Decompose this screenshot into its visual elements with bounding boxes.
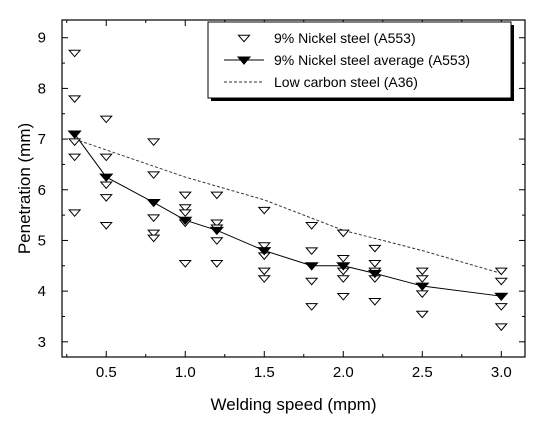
nickel-steel-point	[99, 194, 113, 202]
nickel-steel-point	[305, 247, 319, 256]
nickel-steel-point	[305, 222, 319, 230]
nickel-steel-point	[178, 260, 192, 268]
legend-label-nickel-steel-average: 9% Nickel steel average (A553)	[274, 52, 470, 68]
legend-marker-nickel-steel-average	[236, 56, 252, 65]
nickel-steel-point	[368, 260, 382, 268]
nickel-steel-point	[178, 209, 192, 218]
nickel-steel-average-point	[257, 247, 272, 256]
nickel-steel-point	[147, 171, 161, 180]
nickel-steel-point	[494, 323, 508, 332]
nickel-steel-point	[415, 310, 429, 319]
legend-label-low-carbon-steel: Low carbon steel (A36)	[274, 74, 418, 90]
nickel-steel-point	[178, 191, 192, 200]
nickel-steel-average-point	[146, 198, 161, 208]
nickel-steel-point	[336, 254, 350, 263]
nickel-steel-point	[68, 95, 82, 104]
nickel-steel-point	[99, 115, 113, 124]
y-tick-label: 9	[38, 30, 46, 47]
nickel-steel-point	[336, 229, 350, 238]
nickel-steel-point	[147, 234, 161, 243]
nickel-steel-point	[99, 181, 113, 190]
axes: 0.5 1.0 1.5 2.0 2.5 3.0 3 4 5 6 7 8 9 Welding speed (…	[15, 19, 526, 414]
nickel-steel-point	[68, 138, 82, 147]
nickel-steel-average-point	[67, 130, 82, 139]
nickel-steel-average-point	[494, 292, 509, 302]
nickel-steel-point	[336, 275, 350, 283]
nickel-steel-average-point	[209, 226, 224, 236]
y-tick-label: 4	[38, 283, 46, 300]
nickel-steel-point	[305, 277, 319, 286]
nickel-steel-point	[99, 222, 113, 230]
nickel-steel-point	[257, 242, 271, 250]
nickel-steel-point	[336, 292, 350, 301]
nickel-steel-point	[494, 267, 508, 276]
nickel-steel-point	[368, 298, 382, 306]
nickel-steel-point	[305, 303, 319, 311]
nickel-steel-point	[257, 275, 271, 283]
nickel-steel-point	[210, 219, 224, 228]
nickel-steel-point	[68, 153, 82, 162]
nickel-steel-point	[147, 214, 161, 223]
nickel-steel-point	[178, 204, 192, 212]
x-tick-label: 2.0	[333, 364, 354, 381]
nickel-steel-point	[415, 290, 429, 299]
nickel-steel-point	[494, 303, 508, 311]
y-tick-label: 5	[38, 232, 46, 249]
y-tick-label: 7	[38, 131, 46, 148]
nickel-steel-point	[147, 138, 161, 147]
x-tick-label: 1.5	[254, 364, 275, 381]
low-carbon-steel-line	[74, 138, 502, 274]
nickel-steel-average-line	[74, 133, 502, 297]
nickel-steel-point	[147, 229, 161, 238]
x-tick-label: 1.0	[175, 364, 196, 381]
y-tick-label: 3	[38, 334, 46, 351]
nickel-steel-average-point	[367, 269, 382, 279]
legend-label-nickel-steel: 9% Nickel steel (A553)	[274, 30, 416, 46]
nickel-steel-point	[210, 260, 224, 268]
x-tick-label: 3.0	[491, 364, 512, 381]
nickel-steel-point	[494, 277, 508, 286]
nickel-steel-point	[99, 153, 113, 162]
nickel-steel-point	[210, 191, 224, 200]
x-tick-label: 0.5	[96, 364, 117, 381]
y-tick-label: 8	[38, 80, 46, 97]
nickel-steel-point	[257, 267, 271, 276]
nickel-steel-point	[68, 49, 82, 58]
legend-marker-nickel-steel	[237, 34, 251, 43]
nickel-steel-point	[368, 244, 382, 253]
nickel-steel-point	[257, 206, 271, 215]
y-axis-label: Penetration (mm)	[15, 123, 34, 254]
nickel-steel-average-point	[178, 216, 193, 225]
legend: 9% Nickel steel (A553) 9% Nickel steel av…	[207, 21, 514, 101]
nickel-steel-point	[415, 275, 429, 283]
nickel-steel-point	[68, 209, 82, 218]
plot-frame	[61, 19, 526, 358]
nickel-steel-average-point	[304, 262, 319, 271]
nickel-steel-average-point	[336, 262, 351, 271]
y-tick-label: 6	[38, 182, 46, 199]
nickel-steel-average-point	[415, 282, 430, 291]
nickel-steel-point	[415, 267, 429, 276]
nickel-steel-point	[210, 237, 224, 245]
plot-area	[67, 49, 509, 332]
x-tick-label: 2.5	[412, 364, 433, 381]
nickel-steel-average-point	[99, 173, 114, 182]
x-axis-label: Welding speed (mpm)	[211, 395, 377, 414]
